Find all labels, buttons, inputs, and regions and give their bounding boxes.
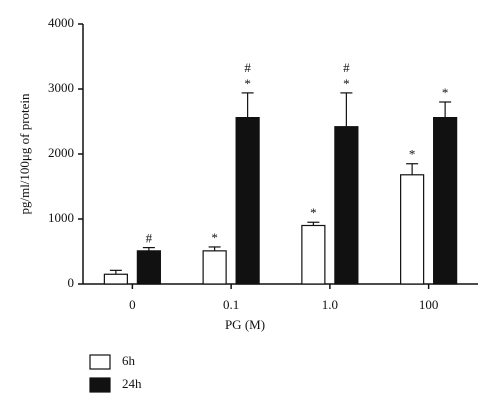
x-axis-label: PG (M) bbox=[225, 317, 265, 332]
x-tick-label: 1.0 bbox=[322, 297, 338, 312]
y-tick-label: 3000 bbox=[48, 80, 74, 95]
bar bbox=[103, 273, 128, 285]
y-tick-label: 0 bbox=[68, 275, 75, 290]
bar bbox=[235, 116, 260, 285]
bar bbox=[301, 224, 326, 285]
y-tick-label: 2000 bbox=[48, 145, 74, 160]
significance-marker: * bbox=[442, 85, 449, 100]
x-tick-label: 0 bbox=[129, 297, 136, 312]
significance-marker: # bbox=[343, 60, 350, 75]
x-tick-label: 100 bbox=[419, 297, 439, 312]
significance-marker: * bbox=[211, 230, 218, 245]
legend-label: 6h bbox=[122, 353, 136, 368]
bar bbox=[433, 116, 458, 285]
significance-marker: * bbox=[343, 76, 350, 91]
y-tick-label: 1000 bbox=[48, 210, 74, 225]
bar bbox=[334, 126, 359, 285]
bar bbox=[400, 174, 425, 285]
significance-marker: # bbox=[146, 231, 153, 246]
significance-marker: # bbox=[244, 60, 251, 75]
legend-swatch bbox=[89, 354, 111, 370]
significance-marker: * bbox=[409, 147, 416, 162]
y-tick-label: 4000 bbox=[48, 15, 74, 30]
significance-marker: * bbox=[244, 76, 251, 91]
significance-marker: * bbox=[310, 205, 317, 220]
bar bbox=[202, 250, 227, 285]
legend-swatch bbox=[89, 377, 111, 393]
legend-label: 24h bbox=[122, 376, 142, 391]
x-tick-label: 0.1 bbox=[223, 297, 239, 312]
y-axis-label: pg/ml/100μg of protein bbox=[17, 93, 32, 215]
bar bbox=[136, 250, 161, 285]
